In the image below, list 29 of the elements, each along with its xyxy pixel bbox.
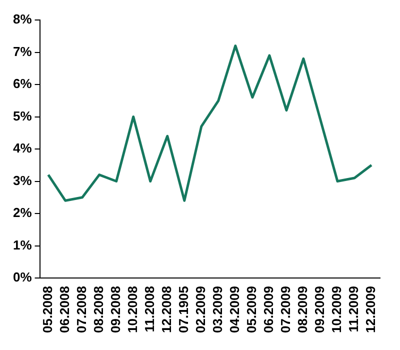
x-tick-label: 08.2008 <box>90 286 106 334</box>
x-tick-label: 09.2009 <box>312 286 328 334</box>
x-tick-label: 02.2009 <box>192 286 208 334</box>
x-tick-label: 09.2008 <box>108 286 123 334</box>
x-tick-label: 10.2009 <box>329 286 344 334</box>
y-tick-label: 2% <box>12 205 32 220</box>
y-tick-label: 0% <box>12 270 32 285</box>
x-tick-label: 05.2009 <box>244 286 259 334</box>
x-tick-label: 11.2008 <box>142 286 157 332</box>
x-tick-label: 04.2009 <box>226 286 242 334</box>
x-tick-label: 03.2009 <box>210 286 225 334</box>
x-tick-label: 11.2009 <box>346 286 362 332</box>
y-tick-label: 7% <box>12 44 32 59</box>
x-tick-label: 07.1905 <box>176 286 191 334</box>
x-tick-label: 07.2008 <box>74 286 89 334</box>
y-tick-label: 5% <box>12 108 32 124</box>
x-tick-label: 07.2009 <box>278 286 294 334</box>
x-tick-label: 06.2009 <box>261 286 276 334</box>
y-tick-label: 8% <box>12 12 32 27</box>
x-tick-label: 06.2008 <box>56 286 72 334</box>
x-tick-label: 05.2008 <box>40 286 55 334</box>
y-tick-label: 3% <box>12 172 32 188</box>
y-tick-label: 4% <box>12 140 32 156</box>
x-tick-label: 08.2009 <box>295 286 310 334</box>
x-tick-label: 12.2008 <box>158 286 174 334</box>
x-tick-label: 10.2008 <box>124 286 140 334</box>
x-tick-label: 12.2009 <box>363 286 378 334</box>
y-tick-label: 1% <box>12 237 32 252</box>
y-tick-label: 6% <box>12 76 32 92</box>
